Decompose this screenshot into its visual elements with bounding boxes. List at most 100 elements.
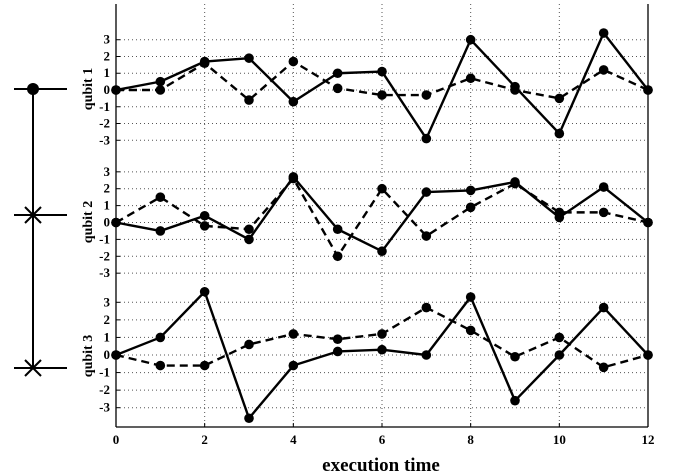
data-point — [643, 350, 653, 360]
data-point — [155, 332, 166, 343]
panel-qubit-1: 32 1 0 -1 -2-3 qubit 1 — [81, 28, 653, 147]
x-tick-label: 6 — [379, 432, 386, 447]
x-tick-label: 8 — [467, 432, 474, 447]
y-tick-label: 0 — [104, 347, 111, 362]
y-tick-label: 2 — [104, 312, 111, 327]
y-axis-label: qubit 1 — [81, 68, 96, 110]
data-point — [332, 251, 343, 262]
y-tick-label: -3 — [99, 400, 110, 415]
data-point — [554, 350, 565, 360]
data-point — [465, 34, 476, 45]
y-tick-label: 3 — [104, 32, 111, 47]
data-point — [199, 221, 210, 231]
data-point — [598, 28, 609, 38]
y-tick-label: 3 — [104, 294, 111, 309]
data-point — [510, 85, 520, 95]
data-point — [199, 210, 210, 221]
cross-icon — [24, 359, 42, 377]
y-tick-label: -1 — [99, 99, 110, 114]
data-point — [199, 286, 210, 297]
y-tick-label: -2 — [99, 382, 110, 397]
data-point — [332, 68, 343, 79]
data-point — [598, 65, 609, 75]
data-point — [377, 246, 387, 257]
data-point — [510, 395, 520, 406]
data-point — [332, 83, 343, 94]
data-point — [465, 202, 476, 213]
data-point — [554, 332, 565, 343]
y-tick-label: 3 — [104, 164, 111, 179]
data-point — [332, 224, 343, 235]
data-point — [377, 90, 387, 100]
data-point — [554, 93, 565, 104]
y-tick-label: 1 — [104, 329, 111, 344]
data-point — [288, 360, 299, 371]
data-point — [155, 76, 166, 87]
data-point — [332, 346, 343, 357]
data-point — [421, 302, 432, 313]
data-point — [421, 350, 432, 360]
y-tick-label: -2 — [99, 116, 110, 131]
data-point — [244, 95, 254, 105]
data-point — [377, 329, 387, 339]
data-point — [155, 192, 166, 202]
data-point — [421, 133, 432, 144]
y-tick-label: -2 — [99, 248, 110, 263]
data-point — [155, 85, 166, 95]
y-tick-label: 1 — [104, 198, 111, 213]
data-point — [510, 351, 520, 362]
x-tick-label: 4 — [290, 432, 297, 447]
data-point — [244, 224, 254, 235]
data-point — [554, 128, 565, 139]
x-tick-label: 10 — [553, 432, 566, 447]
panel-qubit-3: 3 2 1 0 -1 -2 -3 qubit 3 — [81, 286, 653, 424]
data-point — [244, 339, 254, 350]
data-point — [643, 217, 653, 228]
data-point — [244, 413, 254, 424]
data-point — [111, 85, 121, 95]
y-tick-label: -1 — [99, 365, 110, 380]
x-tick-label: 2 — [201, 432, 208, 447]
cross-stroke — [24, 206, 42, 224]
data-point — [377, 183, 387, 194]
cross-stroke — [24, 359, 42, 377]
cross-icon — [24, 206, 42, 224]
data-point — [377, 344, 387, 355]
data-point — [465, 325, 476, 336]
data-point — [332, 334, 343, 344]
data-point — [111, 350, 121, 360]
y-tick-label: 0 — [104, 215, 111, 230]
data-point — [288, 173, 299, 184]
data-point — [465, 73, 476, 84]
panel-qubit-2: 3 2 1 0-1 -2 -3 qubit 2 — [81, 164, 653, 280]
data-point — [288, 56, 299, 67]
data-point — [199, 360, 210, 371]
data-point — [155, 360, 166, 371]
data-point — [377, 66, 387, 77]
x-tick-label: 12 — [642, 432, 655, 447]
data-point — [288, 329, 299, 339]
data-point — [465, 185, 476, 196]
y-axis-label: qubit 2 — [81, 201, 96, 243]
data-point — [288, 96, 299, 107]
y-tick-label: -3 — [99, 132, 110, 147]
data-point — [111, 217, 121, 228]
data-point — [421, 231, 432, 241]
data-point — [199, 58, 210, 68]
y-tick-label: 1 — [104, 65, 111, 80]
y-axis-label: qubit 3 — [81, 335, 96, 377]
y-tick-label: 2 — [104, 48, 111, 63]
data-point — [421, 187, 432, 197]
y-tick-label: -1 — [99, 231, 110, 246]
x-tick-label: 0 — [113, 432, 120, 447]
data-point — [244, 53, 254, 63]
data-point — [598, 182, 609, 192]
x-axis: 0 2 4 6 8 10 12 — [113, 423, 655, 447]
control-dot-icon — [27, 83, 39, 95]
data-point — [155, 226, 166, 236]
data-point — [465, 292, 476, 302]
x-axis-label: execution time — [322, 455, 440, 476]
data-point — [421, 90, 432, 100]
data-point — [598, 207, 609, 218]
